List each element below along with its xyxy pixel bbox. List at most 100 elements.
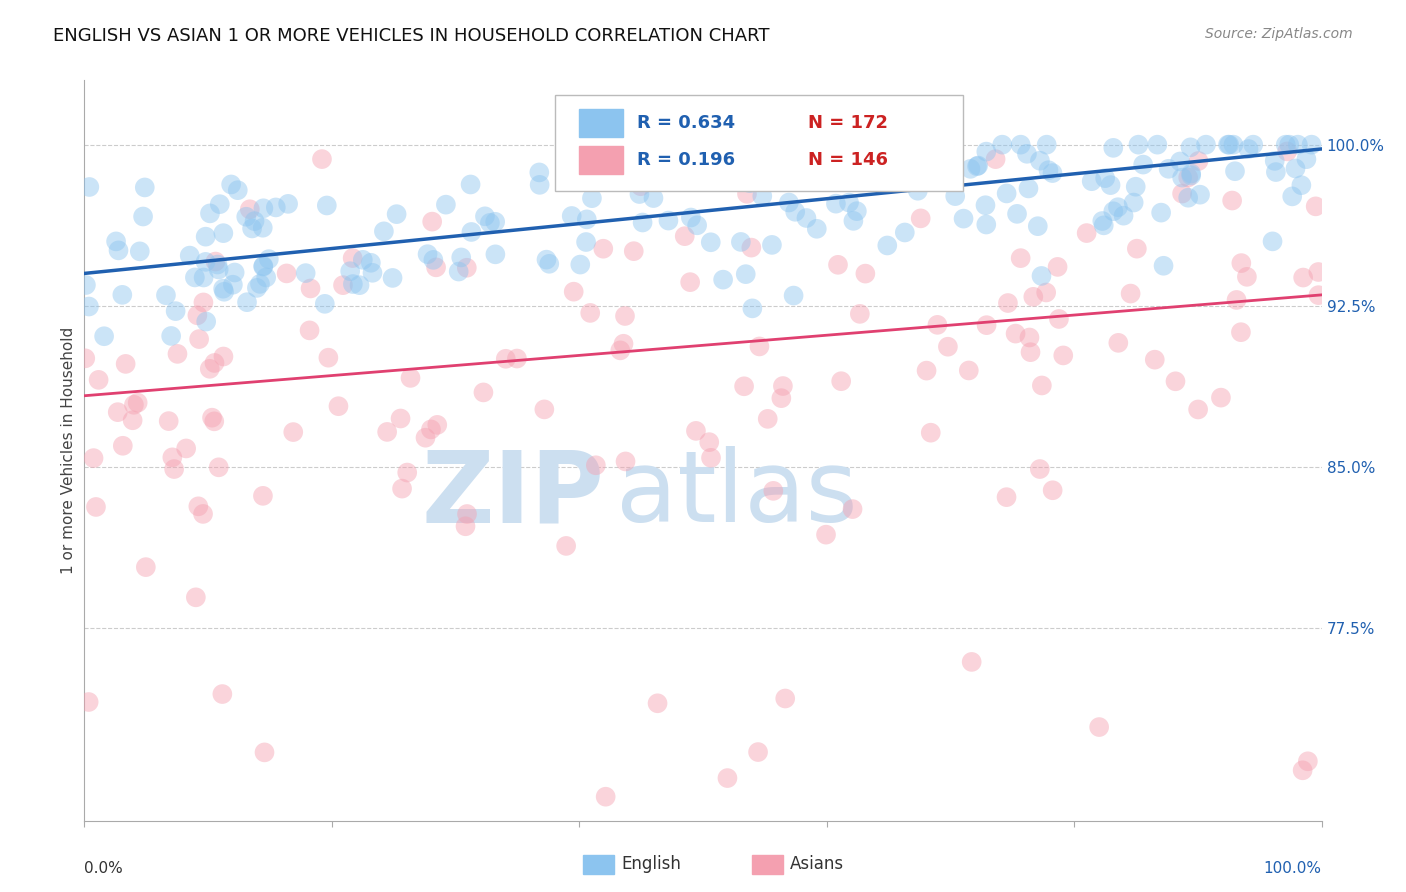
Point <box>734 267 756 281</box>
Point <box>434 197 457 211</box>
Text: atlas: atlas <box>616 446 858 543</box>
Point <box>869 172 891 186</box>
Point <box>460 225 482 239</box>
Point <box>1119 286 1142 301</box>
Point <box>943 189 966 203</box>
Point <box>1092 219 1115 233</box>
Point <box>212 285 235 299</box>
Point <box>155 288 177 302</box>
Point <box>575 235 598 249</box>
Point <box>823 175 845 189</box>
Point <box>974 198 997 212</box>
Point <box>1180 167 1202 181</box>
Point <box>1291 764 1313 778</box>
Point <box>252 202 274 216</box>
Point <box>1296 754 1319 768</box>
Point <box>740 241 762 255</box>
Point <box>420 214 443 228</box>
Point <box>226 183 249 197</box>
Point <box>1029 462 1052 476</box>
Point <box>1029 153 1052 168</box>
Point <box>277 197 299 211</box>
Point <box>1107 200 1129 214</box>
Point <box>1187 153 1209 168</box>
Point <box>426 417 449 432</box>
Point <box>193 270 215 285</box>
Text: R = 0.196: R = 0.196 <box>637 152 735 169</box>
Point <box>332 278 354 293</box>
Point <box>243 214 266 228</box>
Point <box>212 226 235 240</box>
Point <box>352 252 374 267</box>
Point <box>240 221 263 235</box>
Point <box>314 297 336 311</box>
Point <box>447 264 470 278</box>
Point <box>1099 178 1122 193</box>
Point <box>1035 285 1057 300</box>
Point <box>585 458 607 473</box>
Point <box>630 179 652 194</box>
Point <box>1292 270 1315 285</box>
Point <box>1236 269 1258 284</box>
Point <box>775 139 797 153</box>
FancyBboxPatch shape <box>579 146 623 174</box>
Point <box>778 195 800 210</box>
Point <box>910 211 932 226</box>
Point <box>276 267 298 281</box>
Point <box>1308 288 1330 302</box>
Point <box>1046 260 1069 274</box>
Point <box>399 371 422 385</box>
Point <box>673 229 696 244</box>
Point <box>1264 165 1286 179</box>
Point <box>614 454 637 468</box>
Point <box>960 655 983 669</box>
Point <box>194 255 217 269</box>
Point <box>579 306 602 320</box>
Point <box>1042 483 1064 498</box>
Point <box>246 281 269 295</box>
Point <box>1042 166 1064 180</box>
Point <box>995 186 1018 201</box>
Text: ZIP: ZIP <box>422 446 605 543</box>
Point <box>1216 137 1239 152</box>
Point <box>1278 137 1301 152</box>
Point <box>628 161 651 176</box>
Point <box>157 414 180 428</box>
Point <box>697 435 720 450</box>
Point <box>1102 141 1125 155</box>
Point <box>700 235 723 250</box>
Point <box>967 159 990 173</box>
Point <box>1112 209 1135 223</box>
Point <box>252 220 274 235</box>
Point <box>162 450 184 465</box>
Point <box>1088 720 1111 734</box>
Point <box>87 373 110 387</box>
Point <box>1209 391 1232 405</box>
Point <box>111 439 134 453</box>
Point <box>997 296 1019 310</box>
Point <box>373 224 395 238</box>
Point <box>748 339 770 353</box>
Point <box>391 482 413 496</box>
Point <box>211 687 233 701</box>
Point <box>166 347 188 361</box>
Point <box>991 137 1014 152</box>
Point <box>529 165 551 179</box>
Text: N = 146: N = 146 <box>808 152 889 169</box>
Point <box>796 211 818 225</box>
Point <box>533 402 555 417</box>
Point <box>838 195 860 210</box>
Point <box>1102 204 1125 219</box>
Point <box>952 211 974 226</box>
Point <box>735 137 758 152</box>
Point <box>1189 187 1212 202</box>
Point <box>1076 226 1098 240</box>
Point <box>163 462 186 476</box>
Point <box>1146 137 1168 152</box>
Point <box>195 314 218 328</box>
Point <box>770 391 793 405</box>
Point <box>592 242 614 256</box>
Point <box>747 745 769 759</box>
Point <box>1274 137 1296 152</box>
Point <box>849 307 872 321</box>
